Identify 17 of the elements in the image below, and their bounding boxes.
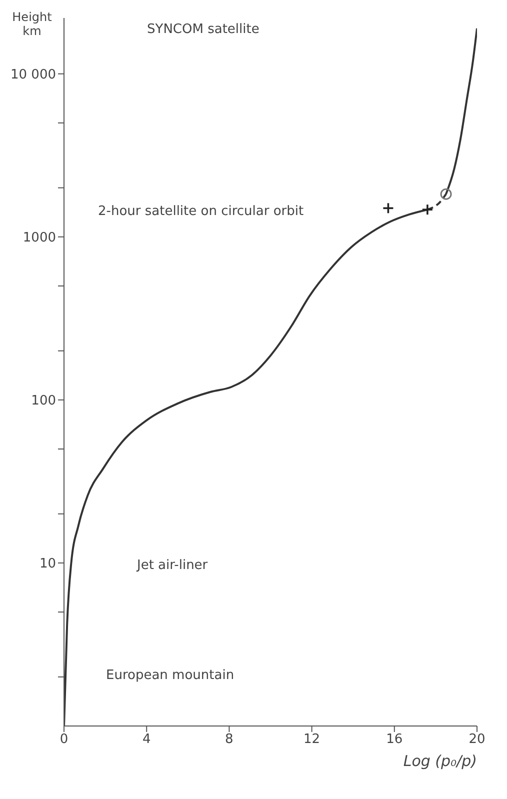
y-tick-label: 1000 (22, 230, 56, 246)
annotation: European mountain (106, 668, 234, 683)
x-tick-label: 8 (225, 732, 234, 748)
y-tick-label: 10 000 (10, 67, 56, 82)
annotation: SYNCOM satellite (147, 22, 260, 37)
y-tick-label: 100 (31, 394, 56, 409)
x-tick-label: 4 (142, 732, 151, 748)
y-tick-label: 10 (39, 556, 56, 572)
x-tick-label: 20 (468, 732, 486, 748)
y-axis-title: Height km (11, 10, 53, 38)
point (440, 188, 452, 200)
annotation: Jet air-liner (137, 558, 208, 573)
x-tick-label: 16 (386, 732, 403, 748)
x-tick-label: 0 (60, 732, 68, 748)
annotation: 2-hour satellite on circular orbit (98, 204, 304, 219)
x-axis-title: Log (p₀/p) (403, 752, 477, 770)
x-tick-label: 12 (304, 732, 320, 748)
